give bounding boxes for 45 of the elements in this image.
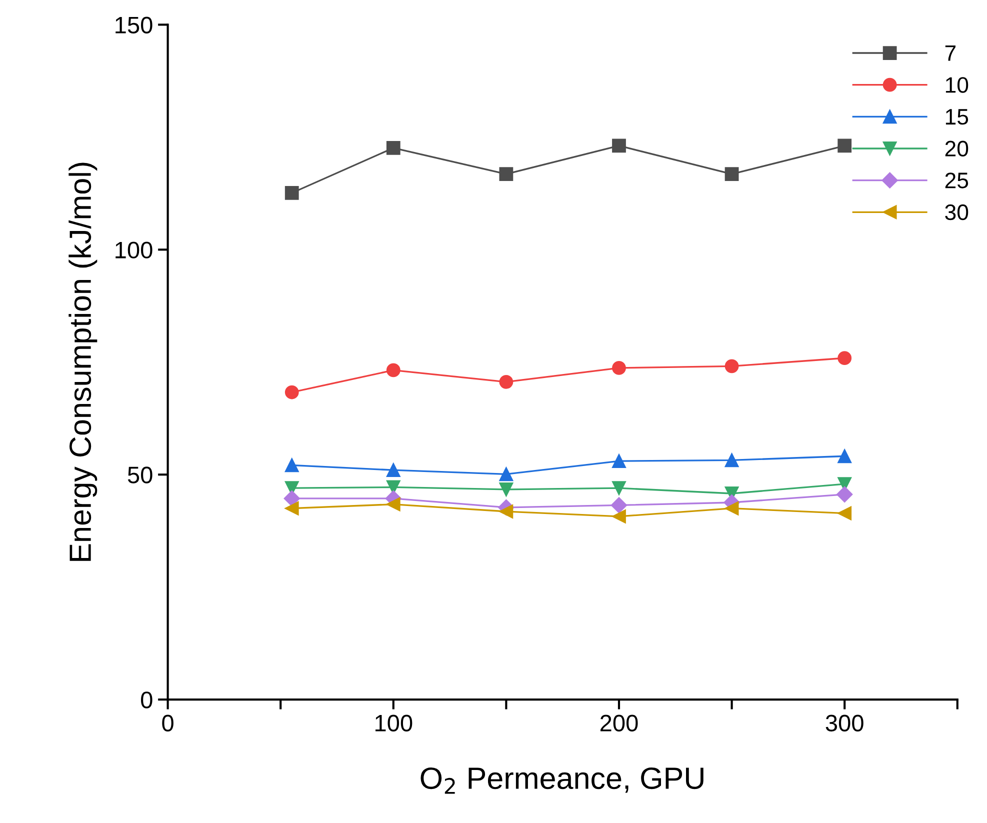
point	[284, 385, 299, 400]
point	[612, 361, 626, 375]
point	[724, 453, 739, 468]
y-tick-label: 0	[141, 692, 152, 708]
point	[499, 167, 514, 182]
point	[838, 449, 852, 464]
point	[612, 481, 626, 496]
legend-label: 10	[946, 77, 968, 93]
legend-label: 25	[945, 172, 968, 188]
point	[612, 454, 626, 468]
x-tick-label: 0	[162, 714, 174, 732]
legend-label: 30	[945, 204, 968, 220]
point	[499, 504, 514, 518]
point	[499, 467, 514, 482]
y-axis-title: Energy Consumption (kJ/mol)	[68, 162, 98, 561]
point	[610, 497, 628, 514]
point	[724, 501, 739, 516]
point	[612, 138, 626, 153]
y-tick-label: 100	[116, 242, 152, 258]
point	[284, 458, 299, 472]
point	[386, 363, 400, 378]
x-tick-label: 100	[375, 714, 412, 732]
point	[386, 141, 400, 155]
point	[284, 490, 300, 506]
y-tick-label: 50	[128, 466, 152, 484]
point	[284, 501, 299, 516]
x-tick-label: 200	[600, 714, 638, 732]
point	[499, 482, 514, 496]
point	[838, 138, 852, 153]
legend-label: 20	[945, 140, 968, 156]
point	[284, 186, 299, 200]
x-axis-title: O$_{2}$ Permeance, GPU	[420, 767, 704, 794]
legend-label: 7	[945, 46, 956, 61]
point	[499, 374, 514, 389]
x-tick-label: 300	[826, 714, 864, 732]
point	[612, 509, 626, 524]
legend-label: 15	[946, 109, 968, 125]
point	[838, 506, 852, 520]
point	[724, 359, 739, 374]
point	[386, 497, 400, 512]
point	[724, 167, 739, 182]
y-tick-label: 150	[116, 16, 152, 34]
point	[838, 351, 852, 366]
point	[386, 463, 400, 478]
point	[836, 486, 853, 502]
